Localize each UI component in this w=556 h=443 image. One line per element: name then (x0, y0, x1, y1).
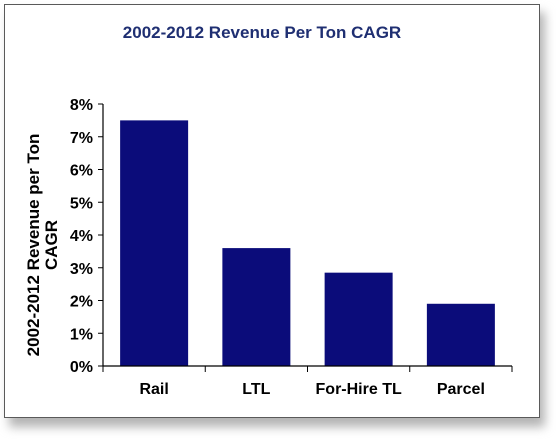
bars-group (120, 120, 495, 366)
y-axis-title-line-1: 2002-2012 Revenue per Ton (24, 134, 43, 357)
y-tick-label: 2% (70, 294, 93, 311)
bar-ltl (222, 248, 291, 366)
y-axis-title: 2002-2012 Revenue per Ton CAGR (24, 134, 61, 357)
y-tick-label: 5% (70, 195, 93, 212)
y-axis-ticks: 0% 1% 2% 3% 4% 5% 6% 7% 8% (70, 97, 103, 376)
y-tick-label: 3% (70, 261, 93, 278)
y-tick-label: 7% (70, 130, 93, 147)
bar-rail (120, 120, 189, 366)
x-tick-label: LTL (242, 381, 270, 398)
x-tick-label: For-Hire TL (316, 381, 402, 398)
y-tick-label: 6% (70, 163, 93, 180)
y-tick-label: 4% (70, 228, 93, 245)
y-tick-label: 8% (70, 97, 93, 114)
bar-parcel (426, 303, 495, 366)
chart-title: 2002-2012 Revenue Per Ton CAGR (123, 23, 401, 42)
x-tick-label: Rail (139, 381, 168, 398)
x-axis-ticks: Rail LTL For-Hire TL Parcel (102, 366, 513, 398)
x-tick-label: Parcel (437, 381, 485, 398)
y-tick-label: 1% (70, 326, 93, 343)
bar-for-hire-tl (324, 272, 393, 366)
y-tick-label: 0% (70, 359, 93, 376)
y-axis-title-line-2: CAGR (42, 220, 61, 270)
